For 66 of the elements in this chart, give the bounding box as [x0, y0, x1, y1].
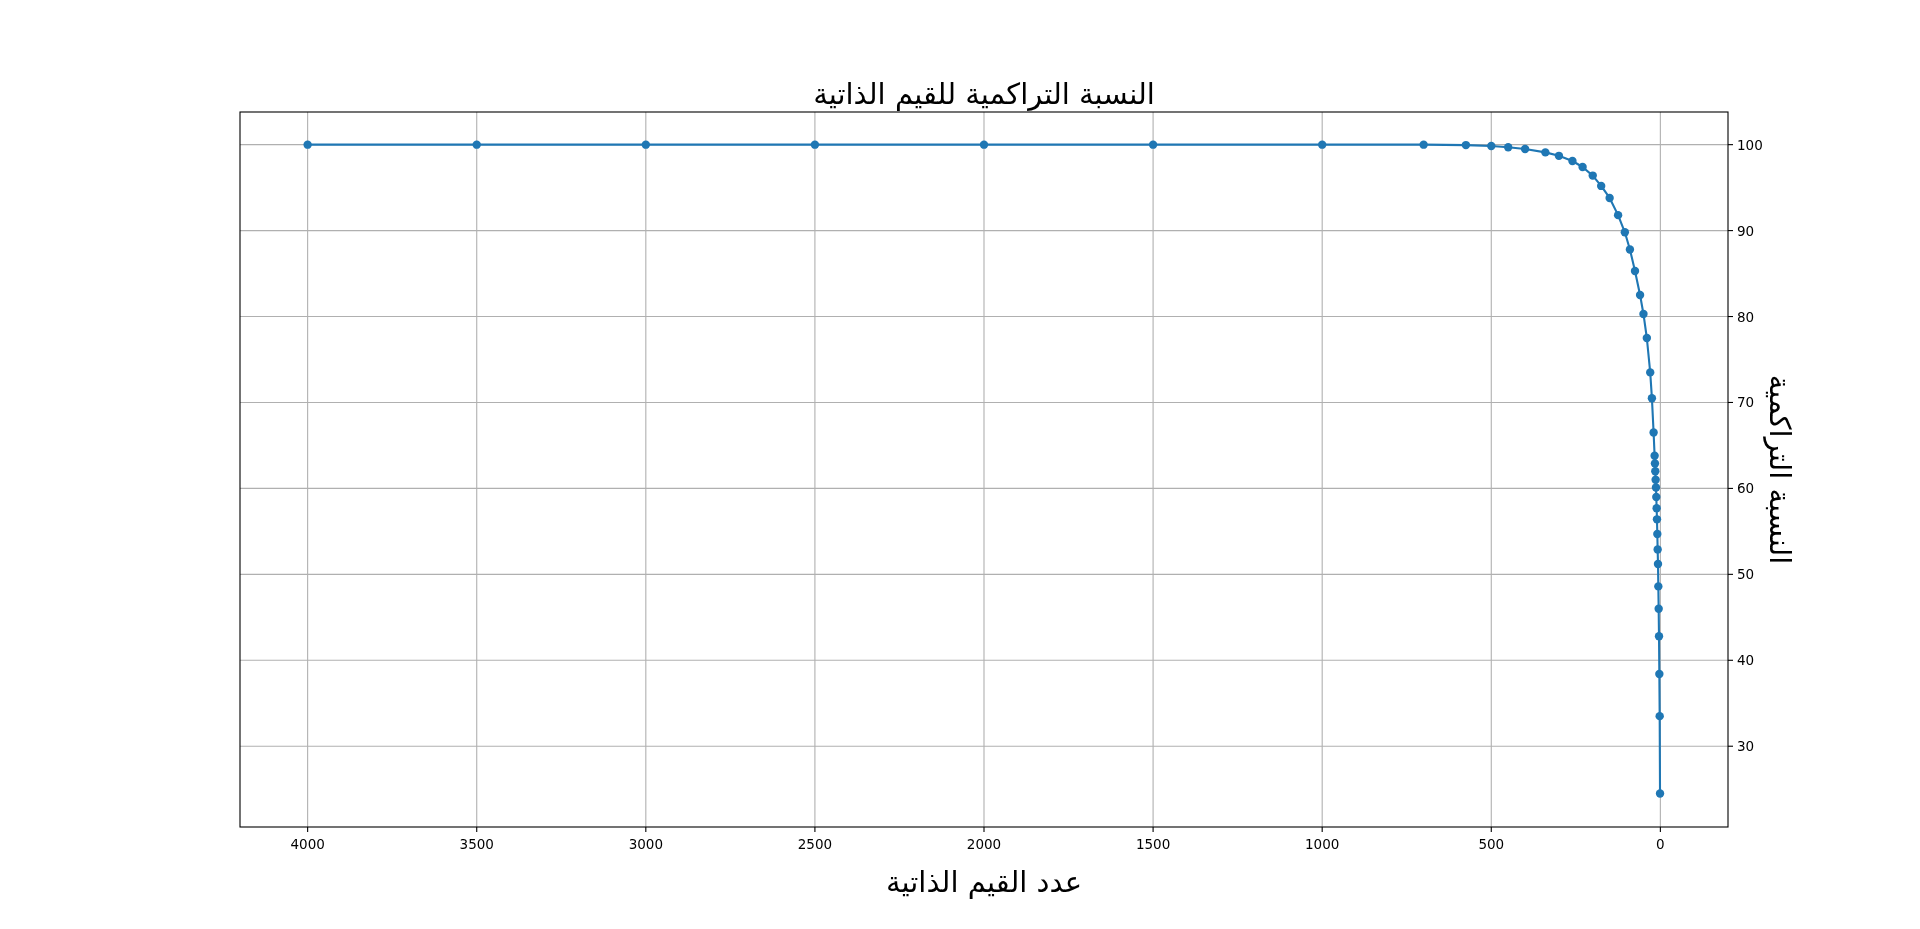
point: [1419, 140, 1428, 149]
point: [1651, 475, 1660, 485]
y-tick-label: 100: [1737, 136, 1763, 153]
point: [1568, 156, 1577, 166]
point: [979, 140, 989, 149]
point: [1630, 266, 1640, 276]
y-axis-title: النسبة التراكمية: [1763, 374, 1797, 565]
point: [1652, 492, 1661, 502]
x-tick-label: 3000: [628, 836, 663, 852]
x-tick-label: 1500: [1135, 836, 1171, 852]
point: [1651, 483, 1661, 492]
point: [1652, 503, 1661, 513]
x-tick-label: 3500: [459, 836, 494, 852]
point: [1653, 545, 1662, 554]
point: [1649, 428, 1658, 437]
point: [1148, 140, 1158, 149]
y-tick-label: 40: [1737, 652, 1755, 669]
y-tick-label: 80: [1737, 308, 1755, 325]
point: [1541, 148, 1550, 157]
point: [1655, 669, 1664, 679]
point: [1596, 181, 1606, 191]
point: [1620, 228, 1630, 237]
x-tick-label: 0: [1656, 836, 1665, 852]
point: [1317, 140, 1327, 149]
y-tick-label: 70: [1737, 394, 1755, 411]
point: [1605, 193, 1614, 203]
point: [1652, 515, 1662, 524]
point: [1639, 309, 1648, 319]
point: [1650, 459, 1660, 468]
point: [1651, 467, 1660, 476]
point: [1655, 711, 1664, 721]
point: [303, 140, 312, 149]
point: [1487, 141, 1496, 151]
point: [1642, 333, 1652, 343]
x-axis-title: عدد القيم الذاتية: [885, 865, 1083, 900]
point: [1653, 559, 1663, 569]
point: [1635, 290, 1645, 300]
y-tick-label: 60: [1737, 480, 1755, 497]
point: [1655, 789, 1665, 798]
point: [1647, 393, 1657, 403]
point: [1503, 143, 1513, 152]
point: [1650, 451, 1659, 460]
point: [472, 140, 481, 149]
point: [1646, 368, 1655, 377]
x-tick-label: 2000: [966, 836, 1002, 852]
x-tick-label: 500: [1478, 836, 1505, 852]
point: [1654, 582, 1663, 591]
y-tick-label: 50: [1737, 566, 1755, 583]
point: [1578, 162, 1587, 172]
point: [1520, 144, 1530, 154]
point: [1654, 604, 1663, 613]
y-tick-label: 90: [1737, 222, 1755, 239]
chart-title: النسبة التراكمية للقيم الذاتية: [813, 77, 1155, 112]
point: [1461, 140, 1471, 150]
point: [1653, 529, 1662, 539]
point: [641, 140, 651, 149]
x-tick-label: 1000: [1305, 836, 1340, 852]
point: [1625, 245, 1635, 254]
point: [1654, 632, 1664, 641]
point: [810, 140, 820, 149]
point: [1613, 210, 1623, 220]
x-tick-label: 2500: [797, 836, 833, 852]
point: [1588, 171, 1597, 180]
y-tick-label: 30: [1737, 738, 1755, 755]
point: [1554, 151, 1564, 161]
x-tick-label: 4000: [290, 836, 325, 852]
